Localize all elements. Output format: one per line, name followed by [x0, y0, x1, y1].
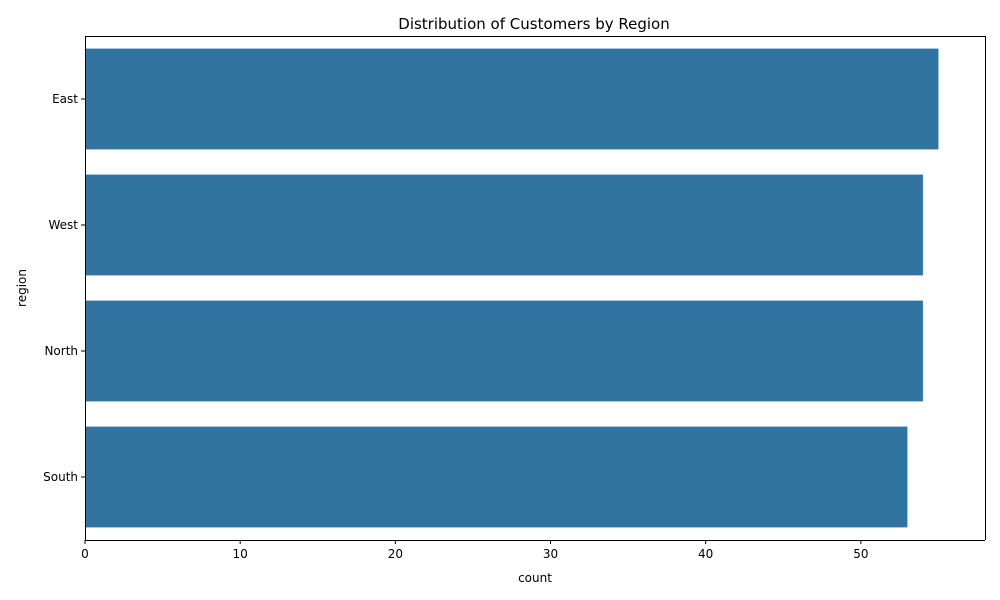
y-tick-label-west: West [48, 218, 78, 232]
x-tick-label-40: 40 [698, 547, 713, 561]
bar-east [85, 48, 939, 150]
x-axis-label: count [518, 571, 552, 585]
x-tick-label-50: 50 [853, 547, 868, 561]
x-tick-label-20: 20 [388, 547, 403, 561]
x-tick-label-30: 30 [543, 547, 558, 561]
bar-west [85, 174, 923, 276]
y-tick-label-south: South [43, 470, 78, 484]
x-tick-label-0: 0 [81, 547, 89, 561]
y-axis-label: region [15, 269, 29, 307]
bars-group [85, 48, 939, 528]
x-tick-label-10: 10 [233, 547, 248, 561]
bar-north [85, 300, 923, 402]
chart-title: Distribution of Customers by Region [398, 15, 669, 33]
y-tick-label-east: East [52, 92, 78, 106]
y-axis-ticks: East West North South [43, 92, 85, 484]
x-axis-ticks: 0 10 20 30 40 50 [81, 540, 869, 561]
y-tick-label-north: North [44, 344, 78, 358]
bar-south [85, 426, 908, 528]
